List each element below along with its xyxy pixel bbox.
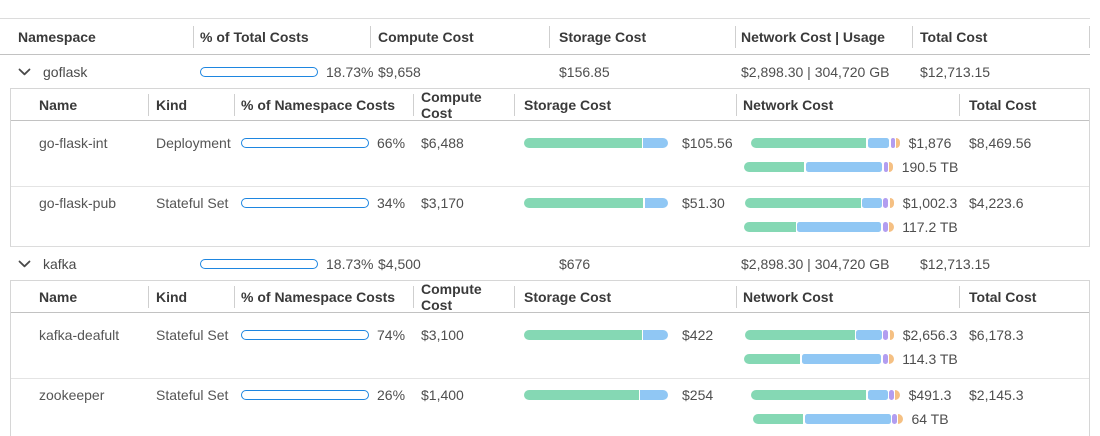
- workload-kind: Deployment: [156, 134, 231, 151]
- workload-table-header: Name Kind % of Namespace Costs Compute C…: [11, 89, 1089, 121]
- workload-table-kafka: Name Kind % of Namespace Costs Compute C…: [10, 280, 1090, 436]
- network-cost-bar: [744, 197, 895, 208]
- pct-namespace-costs-value: 34%: [377, 194, 406, 211]
- storage-cost-value: $422: [682, 326, 714, 343]
- pct-namespace-costs-value: 26%: [377, 386, 406, 403]
- storage-cost-value: $105.56: [682, 134, 733, 151]
- col-header-network-cost: Network Cost: [736, 89, 959, 121]
- pct-total-costs-value: 18.73%: [326, 63, 374, 80]
- workload-table-goflask: Name Kind % of Namespace Costs Compute C…: [10, 88, 1090, 247]
- workload-compute-cost: $3,100: [421, 326, 464, 343]
- namespace-total-cost: $12,713.15: [920, 63, 991, 80]
- pct-total-costs-bar: [200, 66, 318, 77]
- pct-namespace-costs-bar: [241, 137, 369, 148]
- storage-cost-value: $51.30: [682, 194, 725, 211]
- network-cost-value: $491.3: [908, 386, 952, 403]
- workload-total-cost: $4,223.6: [969, 194, 1024, 211]
- workload-compute-cost: $3,170: [421, 194, 464, 211]
- col-header-storage-cost: Storage Cost: [549, 19, 735, 54]
- namespace-storage-cost: $156.85: [559, 63, 610, 80]
- network-cost-bar: [750, 137, 901, 148]
- pct-total-costs-value: 18.73%: [326, 255, 374, 272]
- col-header-pct-namespace-costs: % of Namespace Costs: [234, 281, 413, 313]
- storage-cost-bar: [524, 137, 669, 148]
- namespace-row-goflask[interactable]: goflask 18.73% $9,658 $156.85 $2,898.30 …: [0, 55, 1090, 88]
- col-header-compute-cost: Compute Cost: [370, 19, 549, 54]
- workload-kind: Stateful Set: [156, 386, 229, 403]
- namespace-name: kafka: [43, 255, 77, 272]
- namespace-storage-cost: $676: [559, 255, 591, 272]
- workload-total-cost: $2,145.3: [969, 386, 1024, 403]
- col-header-network-cost-usage: Network Cost | Usage: [735, 19, 912, 54]
- network-cost-value: $1,002.3: [902, 194, 958, 211]
- col-header-pct-namespace-costs: % of Namespace Costs: [234, 89, 413, 121]
- network-usage-value: 64 TB: [911, 410, 949, 427]
- col-header-total-cost: Total Cost: [959, 89, 1091, 121]
- workload-total-cost: $6,178.3: [969, 326, 1024, 343]
- col-header-name: Name: [39, 97, 78, 113]
- pct-namespace-costs-bar: [241, 389, 369, 400]
- workload-row-kafka-deafult[interactable]: kafka-deafult Stateful Set 74% $3,100 $4…: [11, 313, 1089, 378]
- namespace-cost-table: Namespace % of Total Costs Compute Cost …: [0, 18, 1090, 436]
- workload-kind: Stateful Set: [156, 326, 229, 343]
- pct-namespace-costs-value: 74%: [377, 326, 406, 343]
- col-header-total-cost: Total Cost: [959, 281, 1091, 313]
- storage-cost-bar: [524, 389, 669, 400]
- namespace-network-cost-usage: $2,898.30 | 304,720 GB: [741, 63, 890, 80]
- storage-cost-bar: [524, 329, 669, 340]
- col-header-name: Name: [39, 289, 78, 305]
- col-header-total-cost: Total Cost: [912, 19, 1090, 54]
- network-usage-bar: [744, 221, 894, 232]
- network-cost-value: $1,876: [908, 134, 952, 151]
- network-usage-bar: [744, 353, 894, 364]
- col-header-kind: Kind: [148, 281, 234, 313]
- pct-namespace-costs-bar: [241, 197, 369, 208]
- network-usage-bar: [753, 413, 904, 424]
- namespace-row-kafka[interactable]: kafka 18.73% $4,500 $676 $2,898.30 | 304…: [0, 247, 1090, 280]
- namespace-name: goflask: [43, 63, 88, 80]
- workload-name: go-flask-int: [39, 134, 108, 151]
- workload-table-header: Name Kind % of Namespace Costs Compute C…: [11, 281, 1089, 313]
- chevron-down-icon[interactable]: [18, 260, 31, 268]
- pct-namespace-costs-bar: [241, 329, 369, 340]
- col-header-storage-cost: Storage Cost: [514, 89, 736, 121]
- network-cost-bar: [750, 389, 901, 400]
- workload-name: zookeeper: [39, 386, 105, 403]
- col-header-pct-total-costs: % of Total Costs: [193, 19, 370, 54]
- network-usage-bar: [743, 161, 894, 172]
- workload-kind: Stateful Set: [156, 194, 229, 211]
- col-header-kind: Kind: [148, 89, 234, 121]
- workload-name: kafka-deafult: [39, 326, 120, 343]
- chevron-down-icon[interactable]: [18, 68, 31, 76]
- namespace-total-cost: $12,713.15: [920, 255, 991, 272]
- namespace-network-cost-usage: $2,898.30 | 304,720 GB: [741, 255, 890, 272]
- pct-namespace-costs-value: 66%: [377, 134, 406, 151]
- namespace-compute-cost: $4,500: [378, 255, 421, 272]
- network-usage-value: 190.5 TB: [901, 158, 959, 175]
- workload-name: go-flask-pub: [39, 194, 117, 211]
- workload-row-go-flask-pub[interactable]: go-flask-pub Stateful Set 34% $3,170 $51…: [11, 186, 1089, 246]
- network-usage-value: 114.3 TB: [902, 350, 958, 367]
- workload-row-zookeeper[interactable]: zookeeper Stateful Set 26% $1,400 $254 $…: [11, 378, 1089, 436]
- network-usage-value: 117.2 TB: [902, 218, 958, 235]
- col-header-namespace: Namespace: [18, 28, 96, 45]
- network-cost-bar: [744, 329, 895, 340]
- namespace-compute-cost: $9,658: [378, 63, 421, 80]
- storage-cost-bar: [524, 197, 669, 208]
- workload-compute-cost: $1,400: [421, 386, 464, 403]
- network-cost-value: $2,656.3: [902, 326, 958, 343]
- col-header-network-cost: Network Cost: [736, 281, 959, 313]
- namespace-table-header: Namespace % of Total Costs Compute Cost …: [0, 18, 1090, 55]
- workload-compute-cost: $6,488: [421, 134, 464, 151]
- workload-row-go-flask-int[interactable]: go-flask-int Deployment 66% $6,488 $105.…: [11, 121, 1089, 186]
- workload-total-cost: $8,469.56: [969, 134, 1032, 151]
- pct-total-costs-bar: [200, 258, 318, 269]
- col-header-storage-cost: Storage Cost: [514, 281, 736, 313]
- col-header-compute-cost: Compute Cost: [413, 281, 514, 313]
- col-header-compute-cost: Compute Cost: [413, 89, 514, 121]
- storage-cost-value: $254: [682, 386, 714, 403]
